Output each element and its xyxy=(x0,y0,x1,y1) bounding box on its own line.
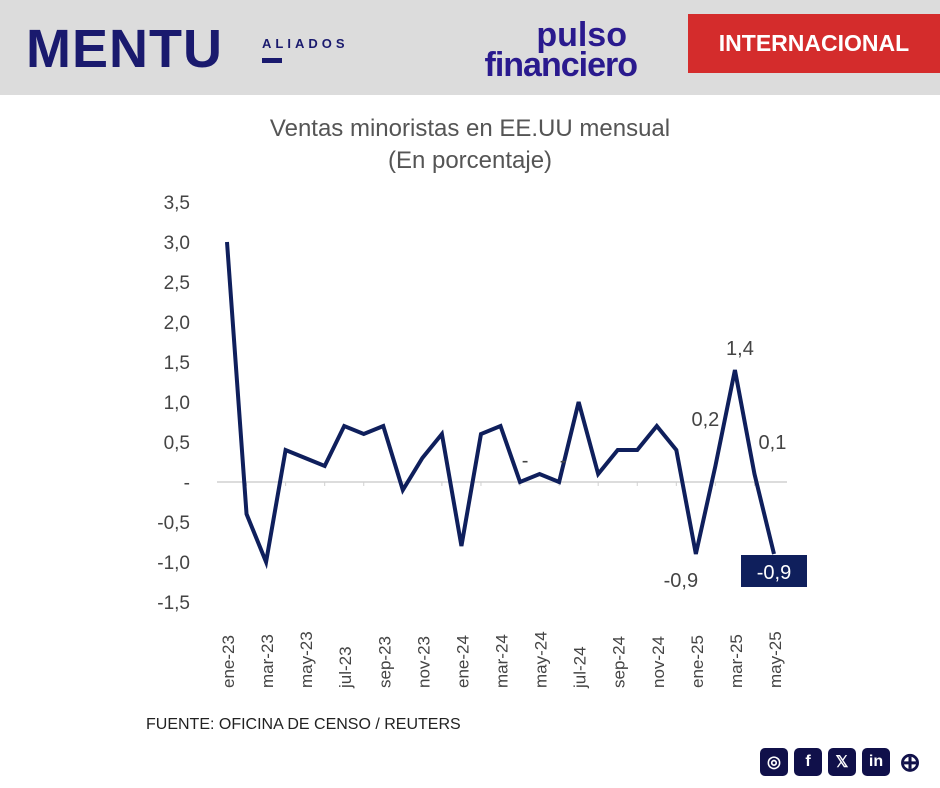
data-line xyxy=(225,241,776,570)
mentu-logo-sub: ALIADOS xyxy=(262,36,349,51)
y-tick-label: 2,0 xyxy=(164,313,190,334)
data-label: - xyxy=(560,450,567,472)
x-tick-label: sep-24 xyxy=(610,636,629,688)
data-label: -0,9 xyxy=(664,570,698,592)
data-label: - xyxy=(522,450,529,472)
y-tick-label: 3,0 xyxy=(164,233,190,254)
header-bar: MENTU ALIADOS pulso financiero INTERNACI… xyxy=(0,0,940,95)
x-tick-label: may-23 xyxy=(297,631,316,688)
y-tick-label: 1,0 xyxy=(164,393,190,414)
chart-subtitle: (En porcentaje) xyxy=(387,147,553,174)
section-badge: INTERNACIONAL xyxy=(688,14,940,73)
y-tick-label: -1,5 xyxy=(157,593,190,614)
source-note: FUENTE: OFICINA DE CENSO / REUTERS xyxy=(146,716,461,733)
social-icons: ◎ f 𝕏 in ⊕ xyxy=(760,746,924,777)
y-tick-label: 3,5 xyxy=(164,193,190,214)
x-tick-label: ene-24 xyxy=(453,635,472,688)
data-label: 0,2 xyxy=(691,409,719,431)
x-tick-label: ene-25 xyxy=(688,635,707,688)
logo-line-1: pulso xyxy=(536,16,627,54)
x-tick-label: sep-23 xyxy=(375,636,394,688)
linkedin-icon[interactable]: in xyxy=(862,748,890,776)
pulso-financiero-logo: pulso financiero xyxy=(432,16,638,84)
globe-icon[interactable]: ⊕ xyxy=(899,746,921,777)
x-tick-label: nov-23 xyxy=(414,636,433,688)
y-tick-label: 0,5 xyxy=(164,433,190,454)
x-tick-label: mar-25 xyxy=(727,634,746,688)
data-label: 1,4 xyxy=(726,338,754,360)
y-tick-label: 2,5 xyxy=(164,273,190,294)
data-label: -0,9 xyxy=(757,562,791,584)
highlight-label-bg xyxy=(741,555,807,587)
y-tick-label: -0,5 xyxy=(157,513,190,534)
x-tick-label: ene-23 xyxy=(219,635,238,688)
mentu-logo: MENTU xyxy=(26,19,223,79)
logo-line-2: financiero xyxy=(484,46,638,84)
y-tick-label: 1,5 xyxy=(164,353,190,374)
x-tick-label: nov-24 xyxy=(649,636,668,688)
data-label: 0,1 xyxy=(759,432,787,454)
x-tick-label: mar-23 xyxy=(258,634,277,688)
x-tick-label: jul-24 xyxy=(571,646,590,689)
facebook-icon[interactable]: f xyxy=(794,748,822,776)
y-tick-label: - xyxy=(184,473,190,494)
logo-dash xyxy=(262,58,282,63)
x-tick-label: mar-24 xyxy=(493,634,512,688)
x-icon[interactable]: 𝕏 xyxy=(828,748,856,776)
x-tick-label: may-24 xyxy=(532,631,551,688)
y-tick-label: -1,0 xyxy=(157,553,190,574)
instagram-icon[interactable]: ◎ xyxy=(760,748,788,776)
chart-title: Ventas minoristas en EE.UU mensual xyxy=(269,115,671,142)
line-chart: 3,5 3,0 2,5 2,0 1,5 1,0 0,5 - -0,5 -1,0 -1,5 ene-23… xyxy=(157,193,807,689)
x-tick-label: jul-23 xyxy=(336,646,355,689)
x-tick-label: may-25 xyxy=(766,631,785,688)
